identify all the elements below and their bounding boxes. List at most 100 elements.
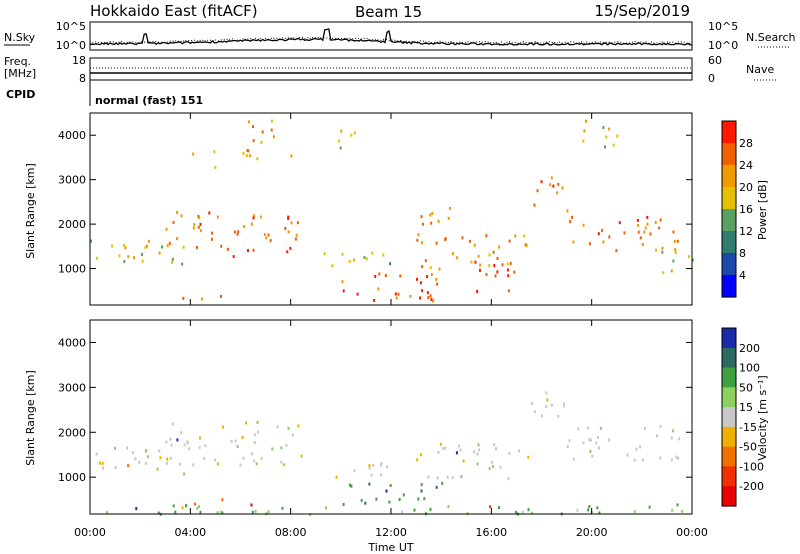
colorbar-tick-label: 12: [739, 225, 753, 238]
heatmap-cell: [413, 508, 416, 512]
heatmap-cell: [662, 271, 665, 275]
heatmap-cell: [289, 246, 292, 250]
heatmap-cell: [141, 252, 143, 256]
y-tick-label: 4000: [58, 129, 86, 142]
heatmap-cell: [576, 508, 579, 512]
heatmap-cell: [147, 455, 149, 459]
heatmap-cell: [158, 449, 161, 453]
heatmap-cell: [654, 220, 657, 224]
heatmap-cell: [597, 435, 600, 439]
heatmap-cell: [488, 253, 491, 257]
heatmap-cell: [251, 452, 254, 456]
heatmap-cell: [102, 466, 104, 470]
nave-right-tick-top: 60: [708, 54, 722, 67]
heatmap-cell: [452, 252, 454, 256]
heatmap-cell: [612, 143, 615, 147]
heatmap-cell: [272, 135, 275, 139]
heatmap-cell: [598, 511, 601, 515]
heatmap-cell: [604, 145, 606, 149]
heatmap-cell: [518, 449, 520, 453]
colorbar-segment: [722, 367, 736, 388]
heatmap-cell: [430, 298, 433, 301]
heatmap-cell: [256, 421, 259, 424]
freq-panel: [89, 57, 693, 81]
freq-unit-label: [MHz]: [4, 67, 36, 80]
nave-label: Nave: [746, 63, 774, 76]
heatmap-cell: [341, 252, 344, 256]
colorbar-segment: [722, 121, 736, 144]
heatmap-cell: [294, 237, 297, 241]
heatmap-cell: [241, 435, 244, 439]
heatmap-cell: [342, 503, 345, 506]
heatmap-cell: [479, 263, 482, 267]
heatmap-cell: [437, 450, 440, 454]
heatmap-cell: [436, 282, 439, 286]
heatmap-cell: [421, 289, 424, 293]
heatmap-cell: [360, 498, 363, 502]
heatmap-cell: [591, 454, 594, 458]
heatmap-cell: [615, 249, 618, 253]
heatmap-cell: [373, 299, 376, 302]
cpid-label: CPID: [6, 88, 35, 101]
heatmap-cell: [335, 475, 338, 479]
heatmap-cell: [193, 223, 196, 227]
heatmap-cell: [183, 443, 186, 447]
colorbar-tick-label: 16: [739, 203, 753, 216]
heatmap-cell: [566, 209, 569, 213]
heatmap-cell: [260, 215, 263, 219]
heatmap-cell: [402, 493, 405, 497]
heatmap-cell: [648, 505, 651, 509]
heatmap-cell: [492, 465, 494, 468]
heatmap-cell: [253, 214, 256, 218]
heatmap-cell: [270, 119, 273, 123]
heatmap-cell: [659, 425, 662, 428]
heatmap-cell: [169, 456, 172, 460]
heatmap-cell: [203, 457, 206, 460]
heatmap-cell: [265, 236, 268, 240]
heatmap-cell: [123, 244, 125, 248]
heatmap-cell: [572, 457, 575, 461]
heatmap-cell: [255, 462, 258, 466]
heatmap-cell: [221, 511, 224, 515]
heatmap-cell: [269, 239, 272, 243]
y-tick-label: 4000: [58, 336, 86, 349]
heatmap-cell: [673, 239, 676, 243]
heatmap-cell: [166, 457, 169, 461]
heatmap-cell: [253, 433, 256, 437]
heatmap-cell: [438, 267, 441, 271]
colorbar-tick-label: 8: [739, 247, 746, 260]
heatmap-cell: [637, 223, 640, 227]
heatmap-cell: [234, 439, 237, 443]
heatmap-cell: [616, 134, 619, 138]
heatmap-cell: [182, 245, 185, 249]
heatmap-cell: [368, 482, 371, 486]
heatmap-cell: [221, 498, 224, 502]
heatmap-cell: [180, 214, 183, 218]
heatmap-cell: [283, 463, 286, 467]
velocity-colorbar: 200 100 50 15 -15 -50 -100 -200: [721, 327, 764, 507]
xlabel: Time UT: [367, 541, 413, 554]
heatmap-cell: [646, 215, 649, 219]
heatmap-cell: [420, 453, 422, 457]
heatmap-cell: [435, 277, 438, 281]
colorbar-tick-label: 28: [739, 137, 753, 150]
colorbar-segment: [722, 165, 736, 188]
heatmap-cell: [176, 438, 179, 442]
heatmap-cell: [144, 245, 147, 249]
heatmap-cell: [271, 447, 274, 451]
heatmap-cell: [429, 294, 432, 298]
heatmap-cell: [494, 274, 497, 278]
heatmap-cell: [237, 230, 240, 234]
heatmap-cell: [204, 444, 207, 448]
heatmap-cell: [636, 218, 639, 222]
heatmap-cell: [242, 456, 245, 460]
heatmap-cell: [417, 233, 420, 237]
heatmap-cell: [641, 242, 644, 246]
colorbar-frame: [721, 120, 737, 298]
heatmap-cell: [198, 446, 201, 449]
heatmap-cell: [126, 446, 128, 450]
heatmap-cell: [372, 464, 375, 468]
heatmap-cell: [222, 425, 224, 429]
heatmap-cell: [545, 405, 548, 408]
heatmap-cell: [340, 129, 343, 133]
